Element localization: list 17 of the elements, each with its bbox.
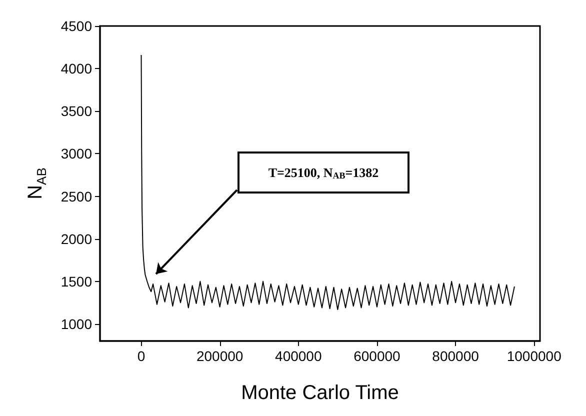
y-tick-label: 3000 [60,146,92,162]
x-tick-label: 0 [137,348,146,364]
line-series [140,54,515,310]
y-tick-label: 2000 [60,230,92,247]
y-tick-label: 3500 [60,103,92,120]
x-tick-label: 200000 [196,348,244,364]
x-tick-label: 800000 [432,348,480,364]
x-tick-label: 400000 [275,348,322,364]
y-tick-label: 4500 [60,18,92,34]
y-tick-label: 4000 [60,60,92,77]
y-tick-label: 2500 [60,188,92,204]
x-axis-title: Monte Carlo Time [241,382,399,404]
y-axis-title: NAB [24,168,49,200]
y-tick-label: 1500 [60,273,92,290]
x-tick-label: 600000 [354,348,401,364]
y-tick-label: 1000 [60,316,92,332]
x-tick-label: 1000000 [506,348,562,364]
